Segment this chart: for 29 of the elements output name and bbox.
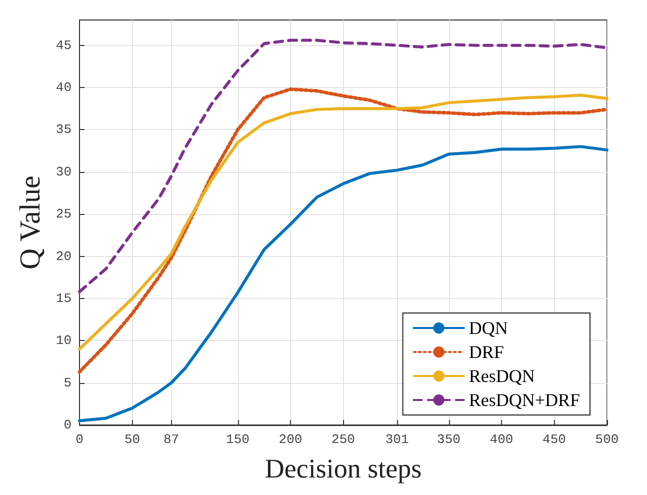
y-tick-label: 45 [56,38,72,53]
line-series [78,145,608,422]
x-tick-label: 200 [278,432,302,447]
line-series [78,38,608,294]
x-tick-label: 450 [542,432,566,447]
legend-label: DQN [468,318,508,338]
y-tick-label: 15 [56,290,72,306]
x-tick-label: 250 [332,432,355,447]
x-tick-label: 87 [163,432,180,447]
y-tick-label: 10 [56,333,72,348]
y-tick-label: 5 [64,375,72,390]
x-tick-label: 500 [595,432,619,447]
legend-label: DRF [468,342,504,362]
y-tick-label: 25 [56,206,72,222]
x-tick-label: 301 [385,432,409,447]
x-tick-label: 150 [226,432,250,447]
x-tick-label: 400 [490,432,514,447]
y-tick-label: 35 [56,122,72,138]
y-tick-label: 0 [64,418,72,432]
legend-label: ResDQN+DRF [468,390,580,410]
legend-label: ResDQN [468,366,535,386]
y-tick-label: 20 [56,248,72,264]
x-tick-label: 350 [437,432,460,447]
x-axis-title: Decision steps [264,454,422,484]
y-tick-label: 30 [56,164,72,180]
x-tick-label: 50 [124,432,140,447]
x-tick-label: 0 [76,432,84,447]
y-tick-label: 40 [56,80,72,95]
y-axis-title: Q Value [14,176,46,270]
